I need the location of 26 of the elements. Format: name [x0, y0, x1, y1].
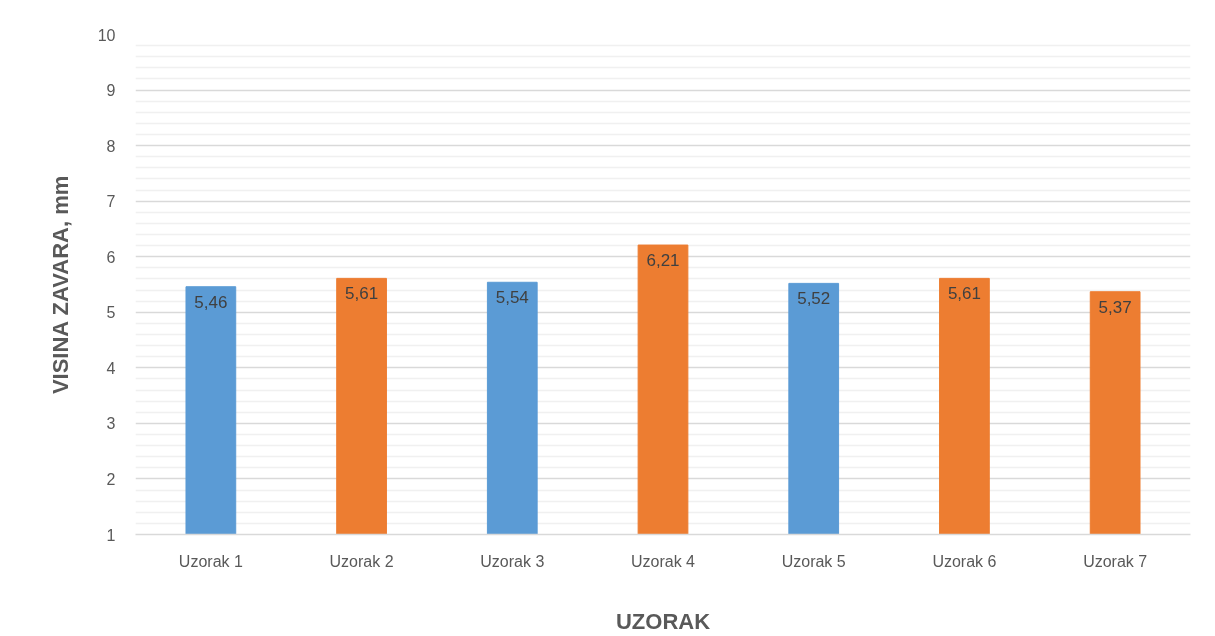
y-tick-label: 3: [106, 415, 116, 433]
data-label: 5,37: [1098, 297, 1132, 317]
data-label: 5,46: [194, 292, 228, 312]
y-tick-label: 5: [106, 304, 116, 322]
x-tick-label: Uzorak 2: [329, 552, 394, 570]
data-label: 5,61: [345, 284, 379, 304]
y-tick-label: 7: [106, 193, 116, 211]
x-tick-label: Uzorak 5: [781, 552, 846, 570]
y-tick-label: 10: [97, 26, 116, 44]
x-tick-label: Uzorak 4: [630, 552, 696, 570]
data-label: 6,21: [646, 251, 680, 271]
x-tick-label: Uzorak 7: [1083, 552, 1148, 570]
x-tick-label: Uzorak 6: [932, 552, 997, 570]
y-tick-label: 8: [106, 137, 116, 155]
x-tick-label: Uzorak 1: [178, 552, 243, 570]
data-label: 5,52: [797, 289, 831, 309]
data-label: 5,54: [495, 288, 529, 308]
y-tick-label: 4: [106, 359, 116, 377]
y-tick-label: 2: [106, 470, 116, 488]
x-tick-label: Uzorak 3: [480, 552, 545, 570]
y-axis-title: VISINA ZAVARA, mm: [47, 175, 73, 395]
x-axis-title: UZORAK: [615, 608, 711, 634]
y-tick-label: 6: [106, 248, 116, 266]
y-tick-label: 1: [106, 526, 116, 544]
y-tick-label: 9: [106, 82, 116, 100]
data-label: 5,61: [947, 284, 981, 304]
